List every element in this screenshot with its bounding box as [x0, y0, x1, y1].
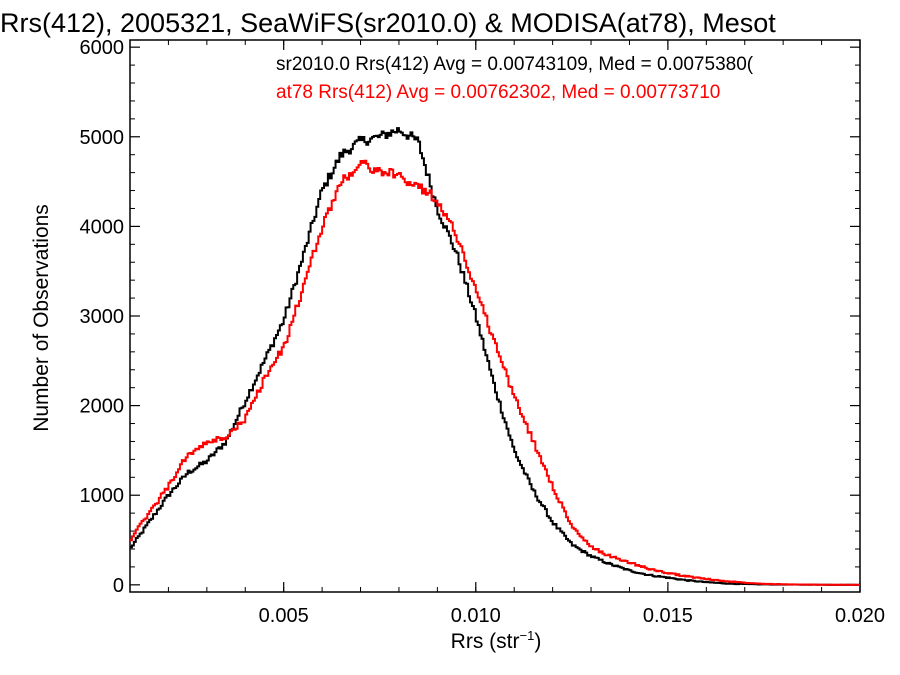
x-tick-label: 0.005 [259, 605, 309, 627]
legend: sr2010.0 Rrs(412) Avg = 0.00743109, Med … [276, 54, 754, 103]
y-tick-label: 6000 [80, 37, 125, 59]
plot-area [129, 39, 861, 593]
y-tick-label: 3000 [80, 306, 125, 328]
y-tick-label: 4000 [80, 216, 125, 238]
chart-title: Rrs(412), 2005321, SeaWiFS(sr2010.0) & M… [0, 8, 776, 38]
y-tick-label: 5000 [80, 127, 125, 149]
x-tick-label: 0.015 [643, 605, 693, 627]
x-axis-label-close: ) [534, 630, 541, 653]
y-tick-label: 1000 [80, 485, 125, 507]
y-tick-label: 2000 [80, 396, 125, 418]
plot-frame [129, 39, 861, 593]
series-line-at78 [130, 159, 860, 586]
x-tick-labels: 0.005 0.010 0.015 0.020 [259, 605, 885, 627]
y-tick-label: 0 [113, 575, 124, 597]
x-axis-label-superscript: −1 [520, 628, 535, 643]
y-axis-label: Number of Observations [30, 204, 53, 432]
legend-entry-at78: at78 Rrs(412) Avg = 0.00762302, Med = 0.… [276, 82, 720, 103]
axis-ticks [129, 40, 861, 592]
x-tick-label: 0.010 [451, 605, 501, 627]
x-tick-label: 0.020 [835, 605, 885, 627]
series-line-sr2010 [130, 127, 860, 586]
x-axis-label: Rrs (str−1) [451, 628, 542, 653]
legend-entry-sr2010: sr2010.0 Rrs(412) Avg = 0.00743109, Med … [276, 54, 754, 75]
series-lines [130, 127, 860, 586]
y-tick-labels: 0 1000 2000 3000 4000 5000 6000 [80, 37, 125, 597]
x-axis-label-main: Rrs (str [451, 630, 520, 653]
